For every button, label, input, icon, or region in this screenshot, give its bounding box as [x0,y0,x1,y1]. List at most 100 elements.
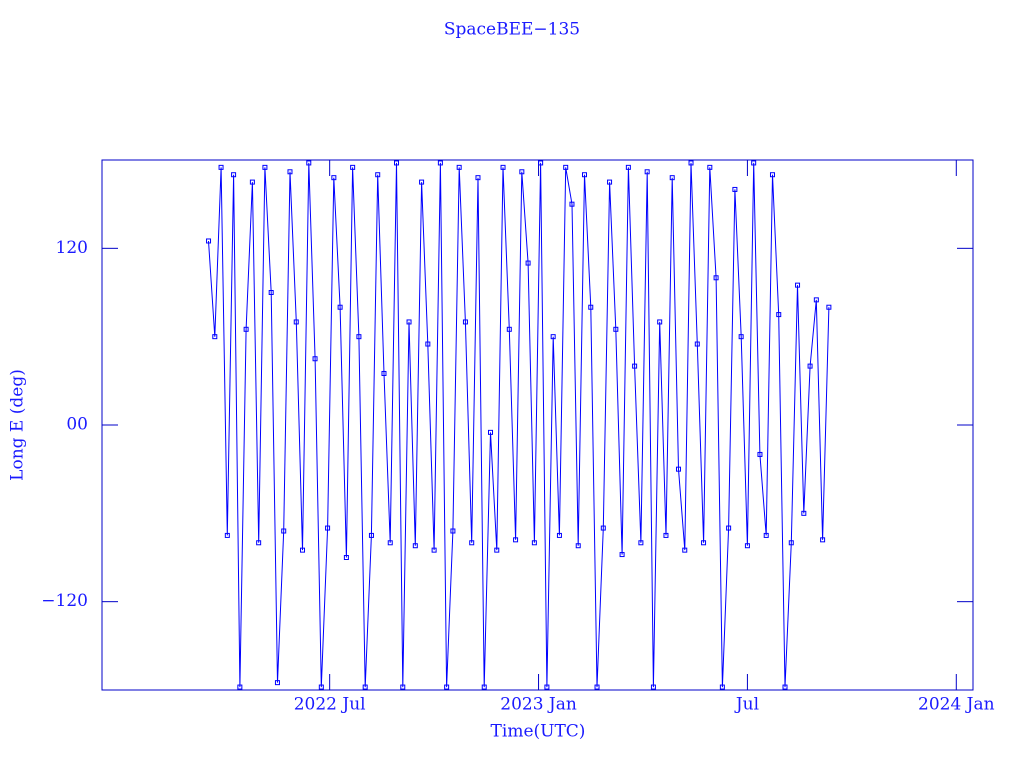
point-marker [481,684,487,690]
point-marker [249,179,255,185]
point-marker [795,282,801,288]
x-tick-label: 2023 Jan [500,695,577,715]
point-marker [813,297,819,303]
point-marker [500,164,506,170]
point-marker [268,290,274,295]
point-marker [581,172,587,178]
point-marker [425,341,431,347]
point-marker [281,528,287,534]
point-marker [412,543,418,549]
point-marker [688,160,694,166]
point-marker [613,326,619,332]
point-marker [531,540,537,546]
chart-title: SpaceBEE−135 [444,20,580,40]
point-marker [212,334,218,340]
point-marker [801,510,807,516]
point-marker [607,179,613,185]
y-tick-label: 120 [56,238,88,258]
point-marker [325,525,331,531]
point-marker [788,540,794,546]
point-marker [769,172,775,178]
x-tick-label: 2022 Jul [294,695,366,715]
point-marker [807,363,813,369]
point-marker [488,429,494,435]
point-marker [644,169,650,175]
point-marker [318,684,324,690]
point-marker [300,547,306,553]
point-marker [820,537,826,543]
point-marker [657,319,663,325]
point-marker [682,547,688,553]
point-marker [231,172,237,178]
point-marker [506,326,512,332]
x-tick-label: 2024 Jan [918,695,995,715]
point-marker [243,326,249,332]
point-marker [751,160,757,166]
point-marker [625,164,631,170]
point-marker [594,684,600,690]
point-marker [456,164,462,170]
point-marker [343,555,349,560]
point-marker [400,684,406,690]
point-marker [650,684,656,690]
point-marker [450,528,456,534]
point-marker [350,164,356,170]
point-marker [206,238,212,244]
point-marker [312,356,318,362]
point-marker [744,543,750,549]
point-marker [356,334,362,340]
point-marker [757,451,763,457]
point-marker [694,341,700,347]
point-marker [469,540,475,546]
point-marker [513,537,519,543]
point-marker [419,179,425,185]
point-marker [544,684,550,690]
point-marker [306,160,312,166]
point-marker [525,260,531,266]
point-marker [776,312,782,318]
point-marker [256,540,262,546]
point-marker [274,680,280,686]
point-marker [293,319,299,325]
point-marker [600,525,606,531]
point-marker [381,370,387,376]
point-marker [387,540,393,546]
point-marker [237,684,243,690]
point-marker [431,547,437,553]
point-marker [663,532,669,538]
point-marker [669,175,675,181]
y-axis-label: Long E (deg) [8,369,28,481]
series-line [208,162,830,688]
point-marker [519,169,525,175]
y-tick-label: −120 [41,591,88,611]
point-marker [262,164,268,170]
point-marker [713,275,719,281]
point-marker [218,164,224,170]
point-marker [550,334,556,340]
point-marker [719,684,725,690]
point-marker [368,532,374,538]
point-marker [462,319,468,325]
point-marker [475,175,481,181]
point-marker [782,684,788,690]
point-marker [707,164,713,170]
point-marker [444,684,450,690]
point-marker [732,186,738,192]
point-marker [362,684,368,690]
point-marker [563,164,569,170]
point-marker [701,540,707,546]
point-marker [494,547,500,553]
point-marker [763,532,769,538]
point-marker [437,160,443,166]
point-marker [287,169,293,175]
point-marker [556,532,562,538]
point-marker [726,525,732,531]
point-marker [632,363,638,369]
point-marker [569,201,575,207]
y-tick-label: 00 [66,415,88,435]
x-axis-label: Time(UTC) [491,722,586,742]
point-marker [638,540,644,546]
point-marker [619,552,625,558]
